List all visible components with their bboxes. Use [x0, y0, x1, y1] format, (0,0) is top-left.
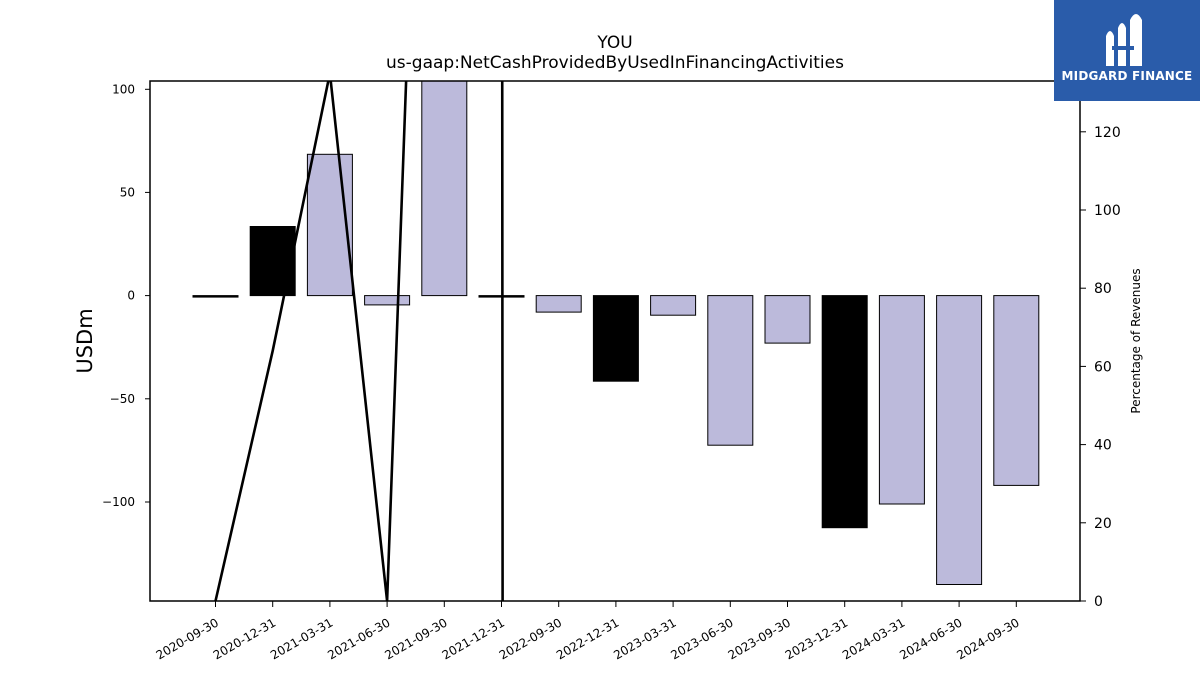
x-tick-label: 2023-06-30 — [668, 615, 735, 662]
bar-2023-12-31 — [821, 295, 868, 529]
x-tick-label: 2022-09-30 — [497, 615, 564, 662]
brand-logo: MIDGARD FINANCE — [1054, 0, 1200, 101]
x-tick-label: 2021-03-31 — [268, 615, 335, 662]
x-tick-label: 2023-12-31 — [783, 615, 850, 662]
x-tick-label: 2023-03-31 — [611, 615, 678, 662]
y2-tick-label: 0 — [1094, 594, 1103, 610]
bar-2023-06-30 — [707, 295, 754, 446]
bar-2024-06-30 — [936, 295, 983, 585]
line-layer — [214, 81, 504, 601]
bar-2021-06-30 — [364, 295, 411, 306]
y-axis-label: USDm — [73, 308, 97, 373]
x-tick-label: 2024-06-30 — [897, 615, 964, 662]
y-axis-ticks: 100 50 0 −50 −100 — [102, 82, 150, 509]
bars-layer — [192, 81, 1040, 585]
y2-tick-label: 60 — [1094, 359, 1112, 375]
x-tick-label: 2022-12-31 — [554, 615, 621, 662]
bar-2020-09-30 — [192, 295, 239, 298]
x-tick-label: 2024-09-30 — [954, 615, 1021, 662]
y2-axis-label: Percentage of Revenues — [1129, 268, 1143, 413]
y2-tick-label: 20 — [1094, 516, 1112, 532]
y-tick-label: −100 — [102, 495, 135, 509]
logo-text: MIDGARD FINANCE — [1061, 69, 1193, 83]
y2-tick-label: 80 — [1094, 281, 1112, 297]
x-tick-label: 2023-09-30 — [726, 615, 793, 662]
bar-2024-03-31 — [878, 295, 925, 505]
x-tick-label: 2021-12-31 — [440, 615, 507, 662]
chart-title: YOU — [596, 33, 632, 53]
x-tick-label: 2020-09-30 — [154, 615, 221, 662]
y2-tick-label: 100 — [1094, 203, 1121, 219]
ratio-line — [214, 81, 504, 601]
x-tick-label: 2021-06-30 — [325, 615, 392, 662]
y-tick-label: 100 — [112, 82, 135, 96]
y-tick-label: 50 — [120, 185, 135, 199]
chart-subtitle: us-gaap:NetCashProvidedByUsedInFinancing… — [386, 53, 844, 73]
x-tick-label: 2020-12-31 — [211, 615, 278, 662]
x-tick-label: 2024-03-31 — [840, 615, 907, 662]
y-tick-label: −50 — [110, 392, 135, 406]
bar-2023-03-31 — [650, 295, 697, 316]
y2-tick-label: 120 — [1094, 125, 1121, 141]
bar-2021-03-31 — [306, 153, 353, 297]
y-tick-label: 0 — [127, 289, 135, 303]
bar-2024-09-30 — [993, 295, 1040, 486]
x-axis-ticks: 2020-09-302020-12-312021-03-312021-06-30… — [154, 601, 1022, 662]
midgard-logo-mark-icon — [1106, 14, 1142, 66]
bar-2020-12-31 — [249, 226, 296, 297]
bar-2021-09-30 — [421, 81, 468, 297]
bar-2022-09-30 — [535, 295, 582, 313]
bar-2023-09-30 — [764, 295, 811, 344]
y2-axis-ticks: 0 20 40 60 80 100 120 — [1080, 125, 1121, 610]
y2-tick-label: 40 — [1094, 438, 1112, 454]
x-tick-label: 2021-09-30 — [382, 615, 449, 662]
bar-2022-12-31 — [592, 295, 639, 382]
plot-frame — [149, 80, 1081, 602]
